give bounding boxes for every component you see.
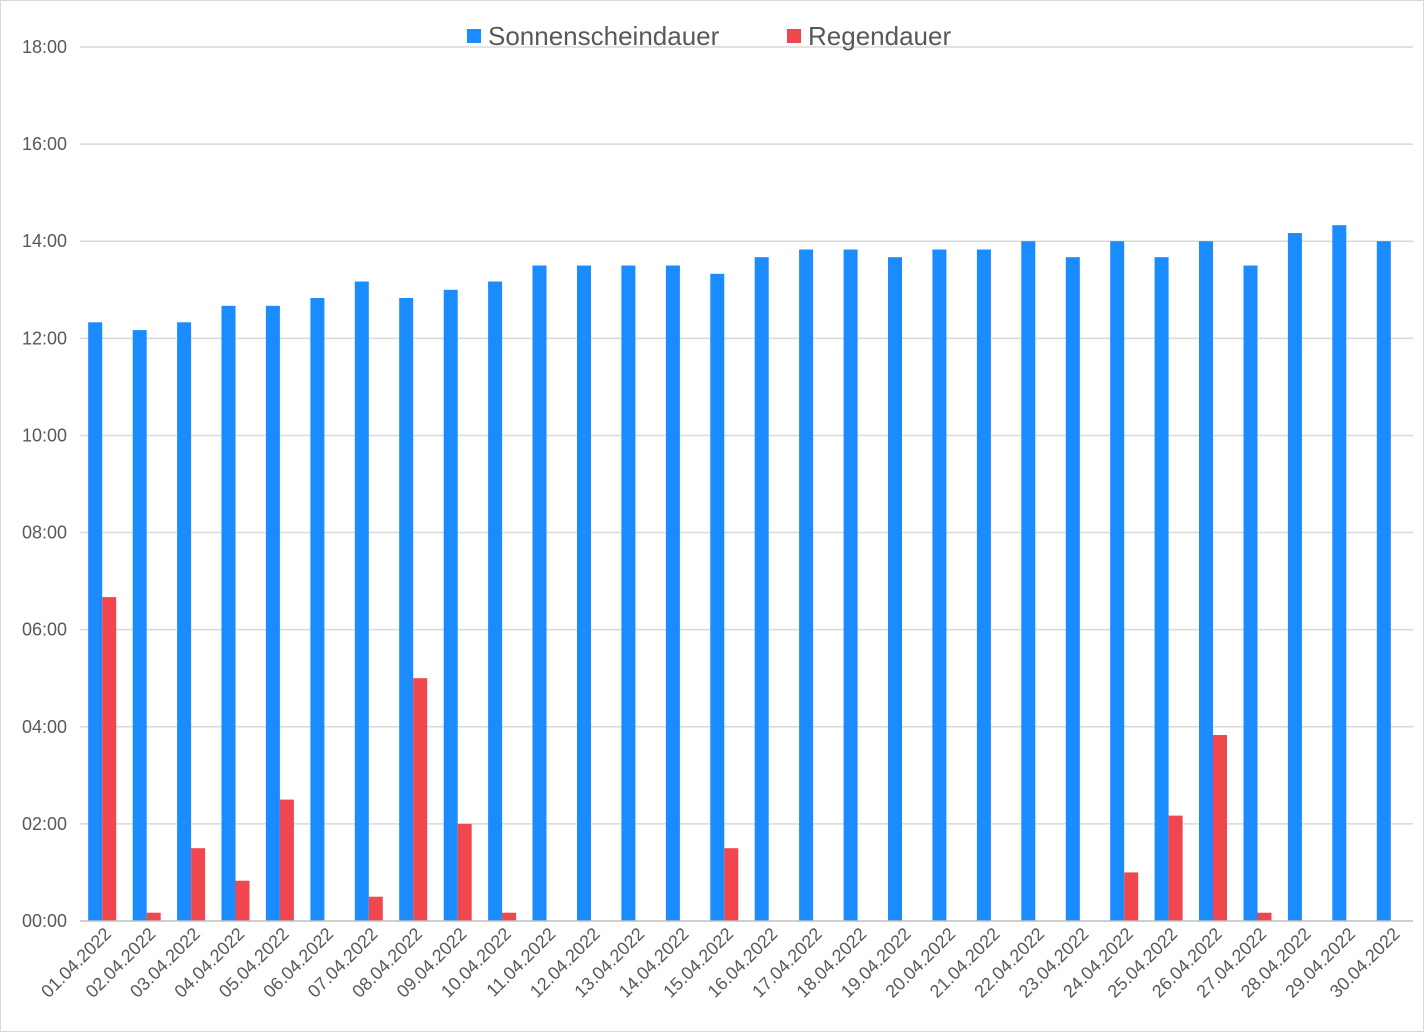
y-tick-label: 10:00 xyxy=(22,425,67,445)
bar-sonnenscheindauer xyxy=(888,257,902,921)
bar-sonnenscheindauer xyxy=(488,281,503,921)
bar-regendauer xyxy=(1257,912,1272,921)
legend-label: Regendauer xyxy=(808,21,951,51)
y-tick-label: 18:00 xyxy=(22,37,67,57)
y-tick-label: 04:00 xyxy=(22,717,67,737)
legend: Sonnenscheindauer Regendauer xyxy=(467,21,951,51)
bar-regendauer xyxy=(724,848,739,921)
bar-regendauer xyxy=(279,799,294,921)
bars xyxy=(88,225,1391,922)
gridlines xyxy=(80,46,1413,825)
bar-sonnenscheindauer xyxy=(843,249,858,921)
bar-sonnenscheindauer xyxy=(221,305,236,921)
bar-regendauer xyxy=(1213,735,1227,921)
bar-sonnenscheindauer xyxy=(443,289,458,921)
legend-swatch xyxy=(467,29,481,43)
y-tick-label: 12:00 xyxy=(22,328,67,348)
bar-sonnenscheindauer xyxy=(577,265,591,921)
y-tick-label: 02:00 xyxy=(22,814,67,834)
y-tick-label: 14:00 xyxy=(22,231,67,251)
bar-regendauer xyxy=(1168,815,1183,921)
bar-sonnenscheindauer xyxy=(621,265,636,921)
bar-regendauer xyxy=(502,912,517,921)
bar-sonnenscheindauer xyxy=(799,249,814,921)
bar-sonnenscheindauer xyxy=(310,298,325,921)
bar-sonnenscheindauer xyxy=(354,281,369,921)
bar-regendauer xyxy=(235,880,250,921)
bar-sonnenscheindauer xyxy=(932,249,947,921)
legend-label: Sonnenscheindauer xyxy=(488,21,720,51)
bar-sonnenscheindauer xyxy=(1332,225,1347,921)
y-tick-label: 06:00 xyxy=(22,620,67,640)
bar-sonnenscheindauer xyxy=(710,273,725,921)
bar-sonnenscheindauer xyxy=(399,298,414,921)
bar-sonnenscheindauer xyxy=(132,330,147,922)
bar-sonnenscheindauer xyxy=(1243,265,1258,921)
bar-sonnenscheindauer xyxy=(265,305,280,921)
y-tick-label: 16:00 xyxy=(22,134,67,154)
bar-regendauer xyxy=(146,912,161,921)
bar-sonnenscheindauer xyxy=(1110,241,1125,921)
bar-sonnenscheindauer xyxy=(1154,257,1169,921)
bar-sonnenscheindauer xyxy=(754,257,769,921)
y-axis-ticks: 00:00 02:00 04:00 06:00 08:00 10:00 12:00 14:00… xyxy=(22,37,67,931)
bar-sonnenscheindauer xyxy=(1021,241,1036,921)
bar-sonnenscheindauer xyxy=(177,322,192,921)
y-tick-label: 00:00 xyxy=(22,911,67,931)
bar-sonnenscheindauer xyxy=(1199,241,1213,921)
bar-regendauer xyxy=(1124,872,1139,921)
bar-regendauer xyxy=(102,597,117,921)
legend-swatch xyxy=(787,29,801,43)
bar-sonnenscheindauer xyxy=(976,249,991,921)
bar-sonnenscheindauer xyxy=(532,265,547,921)
bar-sonnenscheindauer xyxy=(665,265,680,921)
bar-regendauer xyxy=(191,848,206,921)
bar-regendauer xyxy=(413,678,428,921)
bar-sonnenscheindauer xyxy=(88,322,103,921)
bar-regendauer xyxy=(457,823,472,921)
bar-sonnenscheindauer xyxy=(1287,233,1302,921)
bar-regendauer xyxy=(368,896,383,921)
y-tick-label: 08:00 xyxy=(22,523,67,543)
bar-sonnenscheindauer xyxy=(1376,241,1391,921)
x-axis-ticks: 01.04.202202.04.202203.04.202204.04.2022… xyxy=(37,924,1403,1002)
bar-sonnenscheindauer xyxy=(1065,257,1080,921)
